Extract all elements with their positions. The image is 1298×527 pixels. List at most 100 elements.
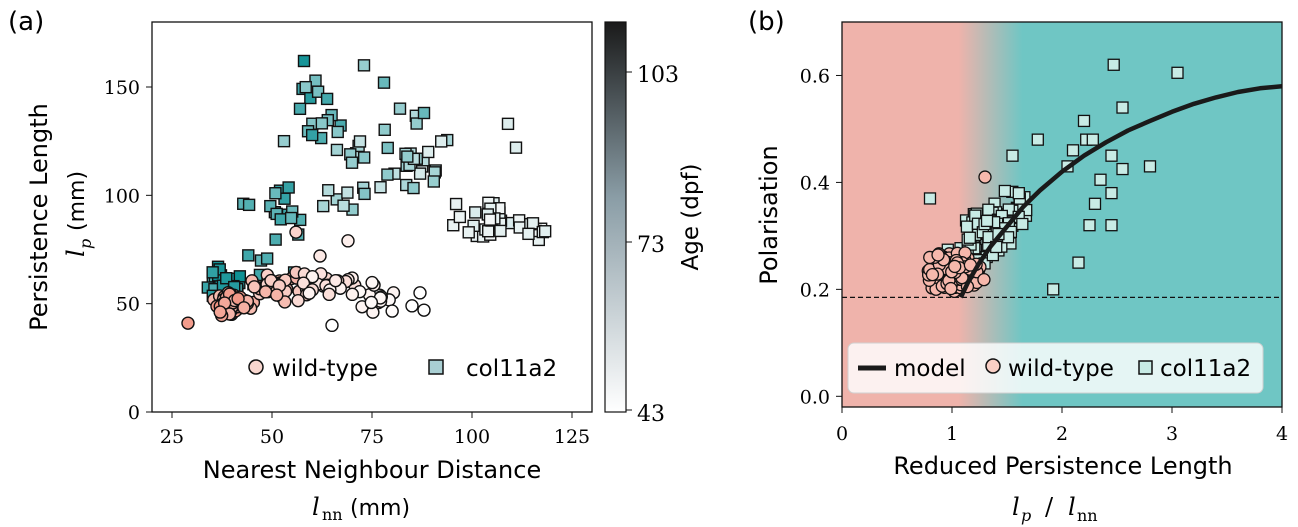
wild-type-point	[305, 270, 320, 284]
wild-type-point	[364, 295, 379, 310]
col11a2-point	[305, 128, 319, 142]
panel-b-axes: 0 1 2 3 4 0.0 0.2 0.4 0.6	[800, 65, 1288, 445]
col11a2-point	[427, 175, 440, 188]
legend-model-label: model	[894, 356, 966, 382]
panel-a-ylabel-symbol: l	[62, 249, 90, 257]
panel-a-frame	[151, 21, 593, 413]
col11a2-point	[299, 80, 312, 94]
col11a2-point	[337, 199, 350, 212]
wild-type-point	[291, 293, 305, 308]
panel-b-xlabel: Reduced Persistence Length	[893, 452, 1232, 480]
col11a2-point	[1066, 144, 1080, 157]
col11a2-point	[413, 167, 427, 180]
wild-type-point	[931, 248, 945, 262]
panel-b-frame	[841, 21, 1283, 408]
col11a2-point	[1031, 133, 1044, 146]
wild-type-point	[296, 276, 311, 290]
col11a2-point	[407, 181, 420, 195]
panel-a-ytick-label: 50	[116, 294, 140, 316]
col11a2-point	[469, 206, 482, 219]
col11a2-point	[1012, 187, 1025, 200]
col11a2-point	[357, 59, 371, 72]
colorbar-tick-43: 43	[637, 402, 665, 427]
panel-b-legend: model wild-type col11a2	[847, 342, 1264, 394]
col11a2-point	[1105, 186, 1118, 200]
legend-b-col11a2-marker	[1138, 360, 1153, 375]
col11a2-point	[206, 266, 219, 279]
col11a2-point	[317, 199, 330, 213]
wild-type-point	[341, 234, 355, 248]
panel-a-xlabel-symbol: l	[312, 493, 320, 521]
legend-b-col11a2-label: col11a2	[1160, 356, 1251, 382]
col11a2-point	[297, 54, 311, 68]
wild-type-point	[258, 285, 273, 299]
wild-type-point	[247, 280, 261, 294]
colorbar-tick-73: 73	[637, 233, 665, 258]
wild-type-point	[313, 249, 327, 263]
col11a2-point	[260, 252, 274, 265]
wild-type-point	[302, 286, 316, 300]
wild-type-point	[325, 318, 339, 333]
col11a2-point	[1077, 114, 1091, 128]
col11a2-point	[284, 211, 298, 225]
col11a2-point	[269, 233, 282, 246]
wild-type-point	[925, 267, 940, 282]
panel-b-xtick-label: 1	[946, 423, 958, 445]
col11a2-point	[1083, 219, 1096, 232]
col11a2-point	[1047, 283, 1060, 296]
col11a2-point	[269, 187, 282, 200]
wild-type-point	[948, 259, 962, 274]
colorbar-tick-103: 103	[637, 63, 679, 88]
panel-b-ytick-label: 0.2	[800, 279, 830, 301]
col11a2-point	[923, 192, 937, 205]
col11a2-point	[1143, 160, 1157, 173]
col11a2-point	[277, 134, 291, 148]
panel-b-ytick-label: 0.6	[800, 65, 830, 87]
col11a2-point	[447, 219, 460, 232]
panel-a-xtick-label: 100	[454, 426, 490, 448]
col11a2-point	[357, 151, 371, 164]
col11a2-point	[330, 193, 343, 206]
panel-a-ylabel-unit: (mm)	[65, 171, 90, 231]
col11a2-point	[1116, 101, 1129, 114]
wild-type-point	[270, 288, 284, 302]
panel-b-xlabel-l1: l	[1012, 493, 1020, 521]
panel-a-xlabel-math: l nn (mm)	[312, 493, 410, 524]
col11a2-point	[483, 213, 497, 226]
col11a2-point	[998, 184, 1012, 198]
legend-wild-type-label: wild-type	[272, 356, 378, 382]
col11a2-point	[242, 249, 255, 262]
col11a2-point	[1105, 219, 1118, 232]
col11a2-point	[960, 220, 974, 233]
panel-a-xtick-label: 50	[260, 426, 284, 448]
wild-type-point	[181, 316, 195, 330]
col11a2-point	[509, 141, 523, 154]
panel-a-ylabel-sub: p	[76, 239, 95, 249]
panel-b-xlabel-l2: l	[1068, 493, 1076, 521]
col11a2-point	[377, 76, 391, 89]
panel-a-ytick-label: 0	[128, 402, 140, 424]
panel-b-xtick-label: 0	[836, 423, 848, 445]
panel-a-legend: wild-type col11a2	[248, 356, 557, 382]
panel-a-ylabel: Persistence Length	[25, 103, 53, 331]
col11a2-point	[345, 156, 359, 169]
wild-type-point	[345, 287, 360, 302]
col11a2-point	[378, 123, 391, 137]
col11a2-point	[1072, 256, 1085, 269]
panel-a: (a) 25 50 75 100 125 0 50 100 150 Persistence Le…	[8, 7, 704, 524]
legend-col11a2-label: col11a2	[466, 356, 557, 382]
col11a2-point	[311, 85, 325, 98]
panel-b-points	[921, 58, 1282, 299]
wild-type-point	[405, 299, 419, 313]
panel-b-xtick-label: 4	[1276, 423, 1288, 445]
wild-type-point	[289, 225, 303, 239]
col11a2-point	[410, 117, 423, 130]
col11a2-point	[1107, 58, 1120, 71]
wild-type-point	[213, 305, 227, 319]
col11a2-point	[1016, 217, 1029, 231]
col11a2-point	[1088, 197, 1102, 210]
col11a2-point	[401, 150, 414, 163]
col11a2-point	[449, 197, 463, 211]
col11a2-point	[982, 203, 995, 216]
